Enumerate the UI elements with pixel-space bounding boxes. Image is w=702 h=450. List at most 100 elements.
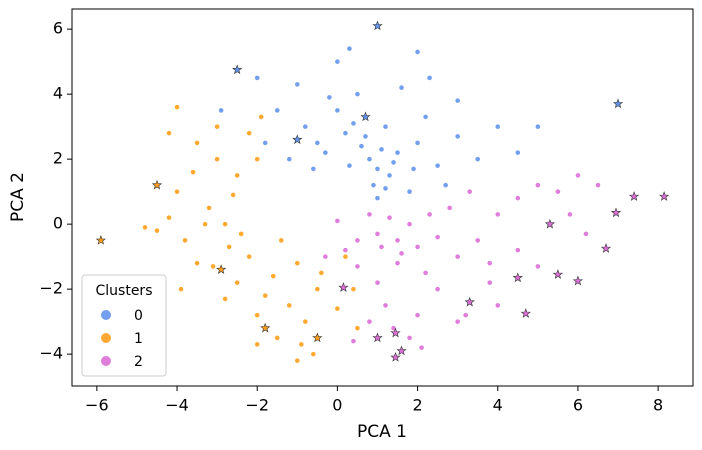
outlier-star xyxy=(95,235,106,245)
point xyxy=(343,130,348,136)
point xyxy=(174,189,180,194)
point xyxy=(487,260,493,266)
point xyxy=(415,244,420,250)
outlier-star xyxy=(151,179,163,190)
point xyxy=(210,264,216,269)
point xyxy=(399,85,404,90)
y-axis-label: PCA 2 xyxy=(8,172,28,222)
point xyxy=(174,104,180,110)
point xyxy=(194,260,200,266)
point xyxy=(383,303,388,308)
point xyxy=(583,231,589,237)
point xyxy=(230,192,236,198)
legend: Clusters 0 1 2 xyxy=(81,274,167,377)
x-tick-label: −2 xyxy=(245,396,269,415)
point xyxy=(347,46,352,51)
y-tick-label: −2 xyxy=(39,279,63,298)
point xyxy=(335,108,340,113)
point xyxy=(270,273,276,279)
point xyxy=(335,218,340,224)
point xyxy=(226,244,232,250)
point xyxy=(355,325,360,331)
point xyxy=(142,225,148,230)
point xyxy=(575,173,581,178)
outlier-star xyxy=(396,345,407,356)
point xyxy=(194,140,200,146)
outlier-star xyxy=(292,134,303,145)
point xyxy=(427,75,432,81)
point xyxy=(535,264,541,269)
outlier-star xyxy=(360,111,371,122)
legend-marker xyxy=(101,310,111,320)
point xyxy=(419,345,424,350)
point xyxy=(335,59,340,64)
outlier-star xyxy=(544,218,556,229)
point xyxy=(555,189,561,194)
outlier-star xyxy=(338,282,349,292)
point xyxy=(254,342,260,347)
point xyxy=(234,173,240,178)
point xyxy=(274,108,280,113)
point xyxy=(435,286,440,292)
point xyxy=(387,173,392,178)
point xyxy=(286,156,292,162)
outlier-star xyxy=(216,264,227,275)
point xyxy=(327,95,332,100)
point xyxy=(295,82,300,87)
point xyxy=(443,182,448,188)
x-tick-label: 6 xyxy=(573,396,583,415)
point xyxy=(238,231,244,237)
point xyxy=(206,205,212,211)
point xyxy=(415,312,420,318)
point xyxy=(303,124,308,129)
point xyxy=(379,147,384,152)
point xyxy=(371,182,376,188)
point xyxy=(178,286,184,292)
point xyxy=(299,342,304,347)
point xyxy=(455,134,460,139)
point xyxy=(214,124,220,129)
point xyxy=(351,286,356,292)
plot-area xyxy=(95,20,670,363)
point xyxy=(258,114,264,120)
point xyxy=(375,280,380,285)
point xyxy=(286,303,292,308)
point xyxy=(407,221,412,227)
point xyxy=(407,335,412,341)
point xyxy=(375,166,380,172)
point xyxy=(455,319,460,324)
point xyxy=(363,134,368,139)
point xyxy=(190,169,196,175)
y-tick-label: −4 xyxy=(39,344,63,363)
legend-box xyxy=(81,274,167,377)
point xyxy=(367,156,372,162)
outlier-star xyxy=(520,308,531,318)
outlier-star xyxy=(390,352,401,362)
point xyxy=(254,75,260,81)
outlier-star xyxy=(552,269,564,279)
point xyxy=(311,351,316,357)
x-tick-label: 0 xyxy=(332,396,342,415)
point xyxy=(343,254,348,259)
outlier-star xyxy=(572,275,584,286)
point xyxy=(391,160,396,165)
point xyxy=(399,251,404,256)
point xyxy=(375,195,380,201)
point xyxy=(222,296,228,302)
point xyxy=(387,215,392,220)
point xyxy=(463,312,468,318)
point xyxy=(395,260,400,266)
point xyxy=(351,338,356,344)
point xyxy=(246,254,252,259)
point xyxy=(367,319,372,324)
legend-marker xyxy=(101,356,111,366)
point xyxy=(355,91,360,97)
point xyxy=(335,306,340,311)
point xyxy=(487,280,493,285)
outlier-star xyxy=(232,64,243,75)
point xyxy=(295,260,300,266)
point xyxy=(411,166,416,172)
legend-title: Clusters xyxy=(96,283,153,299)
point xyxy=(435,163,440,168)
outlier-star xyxy=(628,191,640,201)
